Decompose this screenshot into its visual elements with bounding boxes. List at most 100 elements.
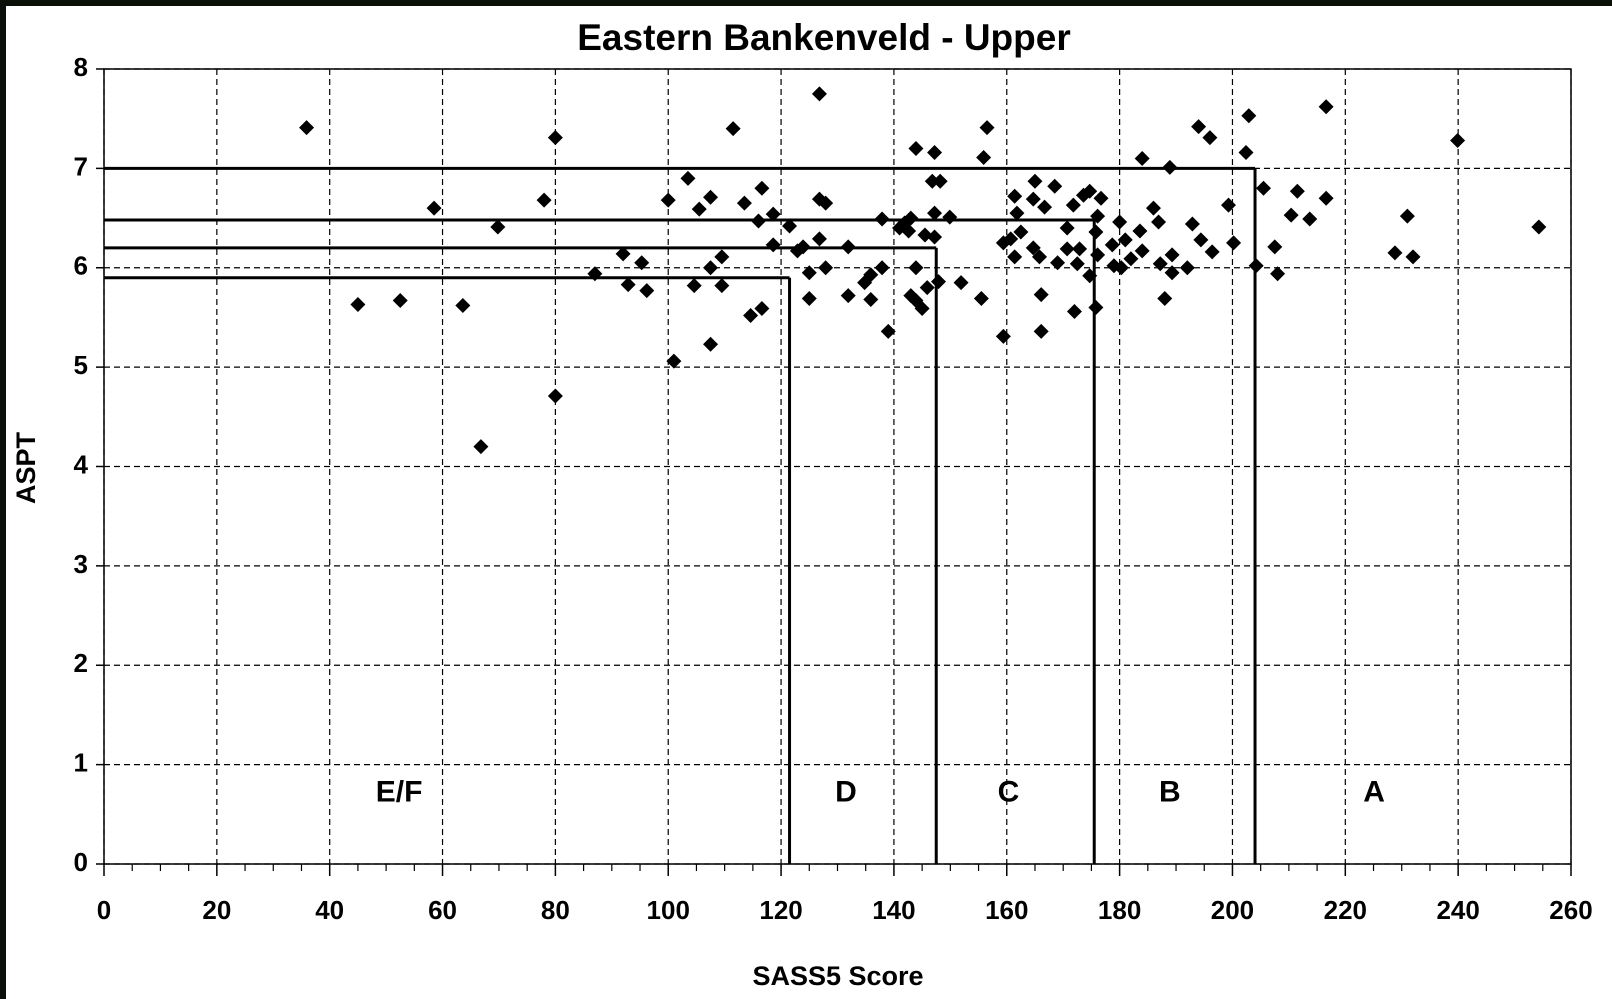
- data-point: [1025, 191, 1041, 207]
- data-point: [976, 149, 992, 165]
- data-point: [1031, 249, 1047, 265]
- data-point: [1007, 249, 1023, 265]
- chart-background: [6, 6, 1612, 999]
- data-point: [1033, 287, 1049, 303]
- data-point: [473, 439, 489, 455]
- x-tick-label: 180: [1098, 895, 1141, 925]
- data-point: [751, 213, 767, 229]
- data-point: [1248, 258, 1264, 274]
- data-point: [953, 275, 969, 291]
- data-point: [1082, 268, 1098, 284]
- data-point: [754, 300, 770, 316]
- data-point: [924, 173, 940, 189]
- data-point: [1065, 197, 1081, 213]
- data-point: [634, 255, 650, 271]
- data-point: [680, 170, 696, 186]
- data-point: [1112, 214, 1128, 230]
- data-point: [1033, 323, 1049, 339]
- data-point: [1134, 243, 1150, 259]
- data-point: [1088, 224, 1104, 240]
- data-point: [1193, 232, 1209, 248]
- data-point: [1090, 208, 1106, 224]
- x-tick-label: 120: [759, 895, 802, 925]
- data-point: [1151, 214, 1167, 230]
- data-point: [874, 260, 890, 276]
- data-point: [743, 307, 759, 323]
- data-point: [1255, 180, 1271, 196]
- data-point: [1302, 211, 1318, 227]
- data-point: [426, 200, 442, 216]
- data-point: [392, 293, 408, 309]
- data-point: [840, 239, 856, 255]
- data-point: [725, 121, 741, 137]
- data-point: [863, 267, 879, 283]
- x-tick-label: 0: [97, 895, 111, 925]
- x-tick-label: 20: [202, 895, 231, 925]
- data-point: [927, 205, 943, 221]
- zone-label: D: [835, 775, 857, 808]
- plot-frame: [103, 68, 1572, 865]
- x-tick-label: 160: [985, 895, 1028, 925]
- data-point: [818, 195, 834, 211]
- data-point: [765, 237, 781, 253]
- data-point: [620, 277, 636, 293]
- data-point: [1134, 150, 1150, 166]
- data-point: [919, 280, 935, 296]
- data-point: [703, 260, 719, 276]
- data-point: [1157, 291, 1173, 307]
- data-point: [932, 173, 948, 189]
- data-point: [1059, 220, 1075, 236]
- data-point: [917, 227, 933, 243]
- data-point: [995, 328, 1011, 344]
- data-point: [765, 206, 781, 222]
- data-point: [703, 189, 719, 205]
- data-point: [703, 336, 719, 352]
- data-point: [1318, 190, 1334, 206]
- data-point: [880, 323, 896, 339]
- data-point: [1009, 205, 1025, 221]
- x-tick-label: 100: [647, 895, 690, 925]
- data-point: [1162, 159, 1178, 175]
- y-tick-label: 5: [74, 350, 88, 380]
- data-point: [1007, 188, 1023, 204]
- data-point: [660, 192, 676, 208]
- data-point: [1072, 241, 1088, 257]
- data-point: [1531, 219, 1547, 235]
- x-axis-label: SASS5 Score: [752, 961, 923, 991]
- y-tick-label: 4: [74, 449, 89, 479]
- data-point: [1013, 224, 1029, 240]
- data-point: [1241, 108, 1257, 124]
- x-tick-label: 40: [315, 895, 344, 925]
- y-tick-label: 7: [74, 151, 88, 181]
- data-point: [811, 86, 827, 102]
- data-point: [1238, 144, 1254, 160]
- x-tick-label: 240: [1436, 895, 1479, 925]
- data-point: [818, 260, 834, 276]
- zone-label: E/F: [376, 775, 423, 808]
- data-point: [1132, 223, 1148, 239]
- data-point: [714, 278, 730, 294]
- data-point: [1104, 237, 1120, 253]
- y-axis-label: ASPT: [11, 431, 41, 504]
- x-tick-label: 220: [1324, 895, 1367, 925]
- data-point: [979, 120, 995, 136]
- data-point: [1037, 199, 1053, 215]
- data-point: [350, 297, 366, 313]
- data-point: [1047, 178, 1063, 194]
- data-point: [1267, 239, 1283, 255]
- data-point: [1270, 266, 1286, 282]
- data-point: [908, 141, 924, 156]
- data-point: [863, 292, 879, 308]
- data-point: [811, 231, 827, 247]
- data-point: [1184, 216, 1200, 232]
- data-point: [1050, 255, 1066, 271]
- data-point: [874, 211, 890, 227]
- data-point: [1450, 133, 1466, 149]
- data-point: [927, 144, 943, 160]
- data-point: [782, 218, 798, 234]
- data-point: [1145, 200, 1161, 216]
- data-point: [1152, 256, 1168, 272]
- data-point: [901, 223, 917, 239]
- data-point: [973, 291, 989, 307]
